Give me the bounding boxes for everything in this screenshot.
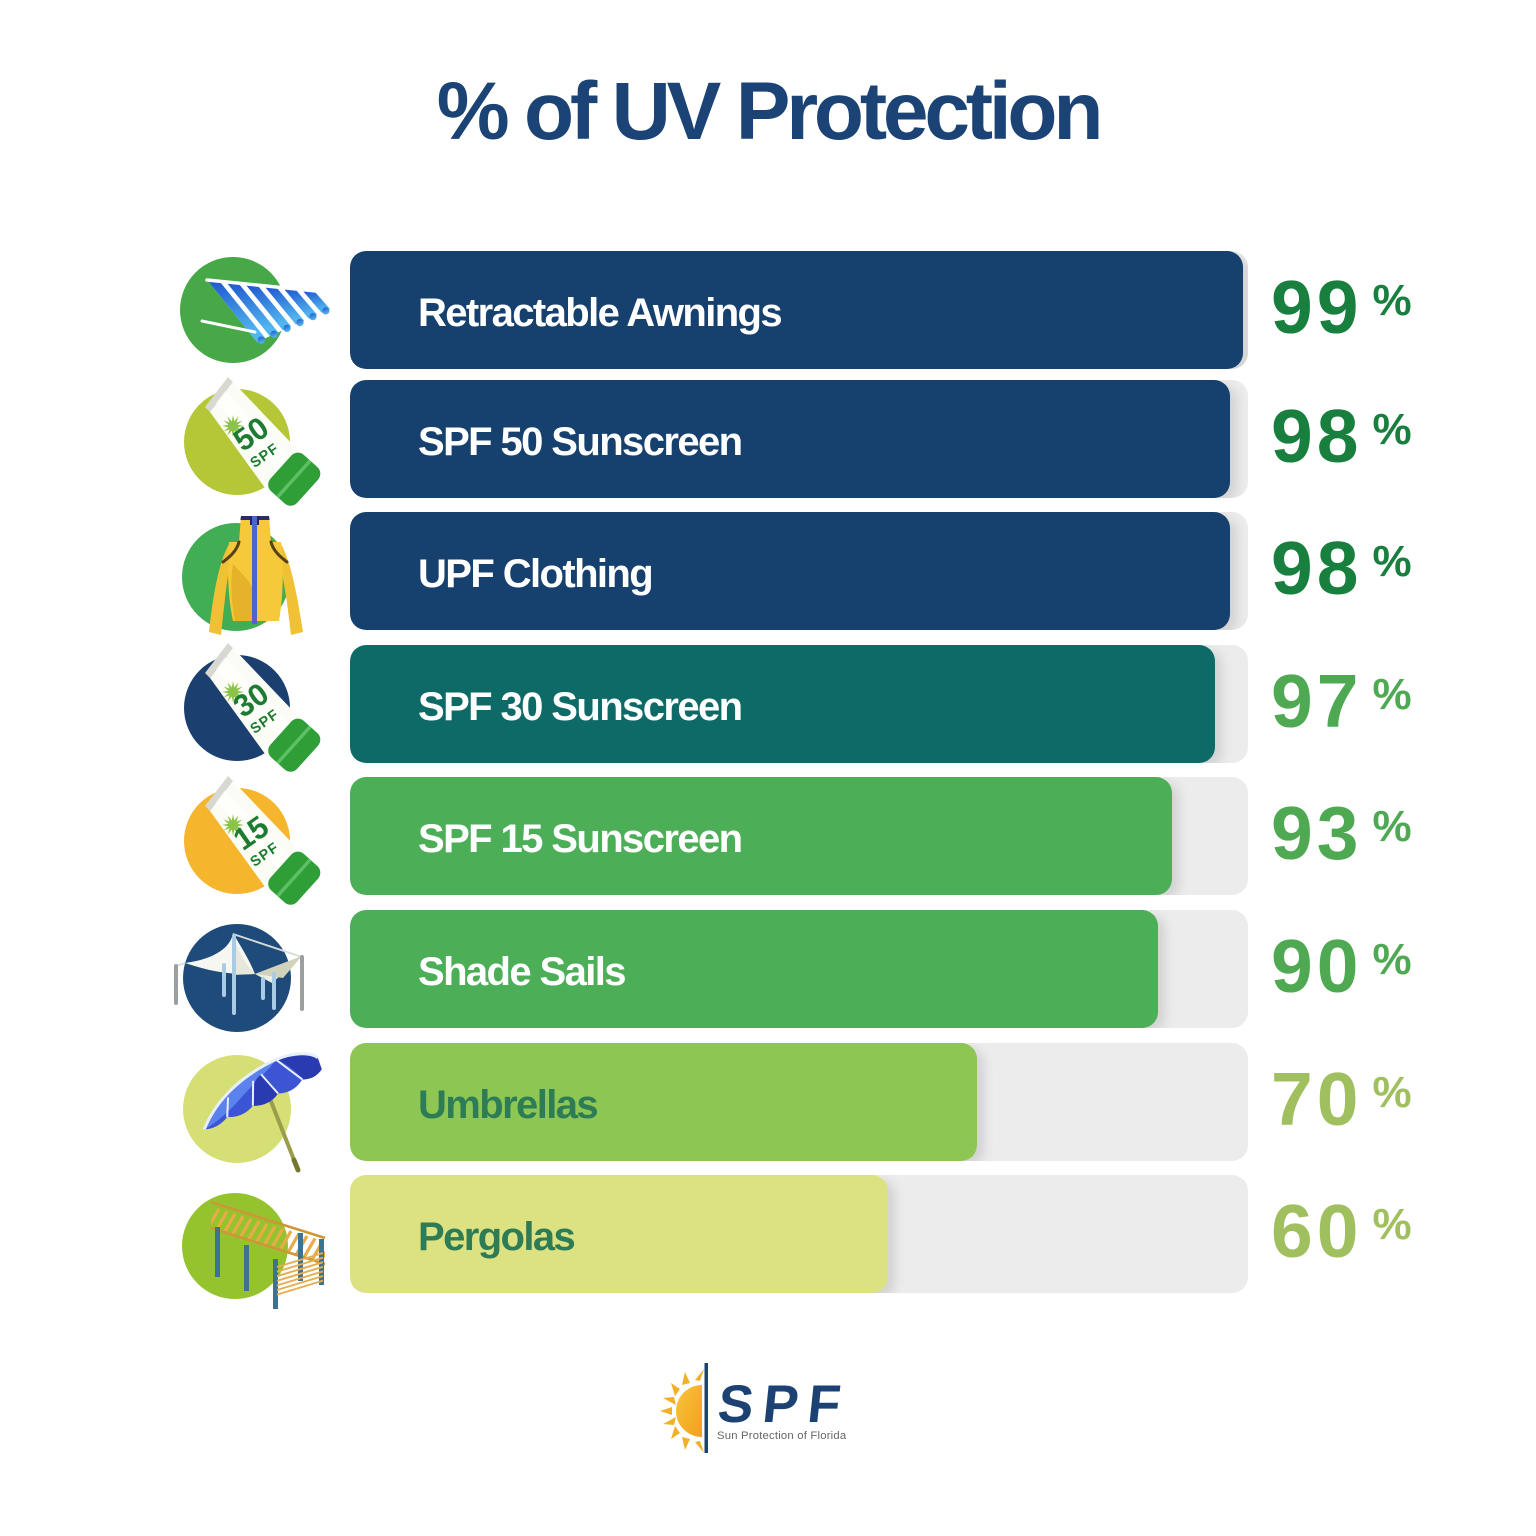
svg-text:Sun Protection of Florida: Sun Protection of Florida xyxy=(717,1430,847,1442)
svg-text:SPF: SPF xyxy=(715,1375,853,1434)
